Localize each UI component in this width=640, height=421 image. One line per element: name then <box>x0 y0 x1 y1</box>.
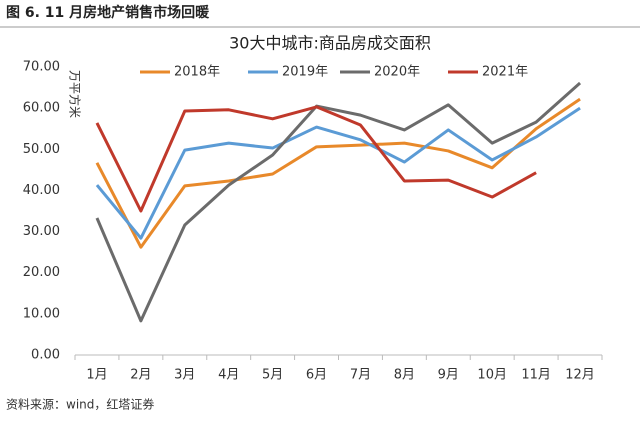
x-tick-label: 8月 <box>394 368 415 383</box>
y-axis-label: 万平方米 <box>68 70 83 118</box>
x-tick-label: 11月 <box>521 368 551 383</box>
x-tick-label: 9月 <box>438 368 459 383</box>
series-line <box>95 106 581 240</box>
legend-label: 2020年 <box>374 65 420 80</box>
x-tick-label: 1月 <box>86 368 107 383</box>
y-tick-label: 40.00 <box>23 183 60 198</box>
x-tick-label: 5月 <box>262 368 283 383</box>
y-tick-label: 20.00 <box>23 265 60 280</box>
y-tick-label: 60.00 <box>23 101 60 116</box>
y-tick-label: 70.00 <box>23 60 60 75</box>
series-line <box>95 97 581 249</box>
x-tick-label: 2月 <box>130 368 151 383</box>
legend-label: 2021年 <box>482 65 528 80</box>
source: 资料来源：wind，红塔证券 <box>6 397 154 412</box>
y-tick-label: 0.00 <box>31 348 60 363</box>
x-tick-label: 12月 <box>565 368 595 383</box>
x-tick-label: 3月 <box>174 368 195 383</box>
legend-label: 2019年 <box>282 65 328 80</box>
x-tick-label: 6月 <box>306 368 327 383</box>
x-tick-label: 7月 <box>350 368 371 383</box>
series-line <box>95 105 537 213</box>
y-tick-label: 30.00 <box>23 224 60 239</box>
header: 图 6. 11 月房地产销售市场回暖 <box>6 4 210 21</box>
chart-title: 30大中城市:商品房成交面积 <box>229 34 431 53</box>
x-tick-label: 4月 <box>218 368 239 383</box>
series-line <box>95 81 582 323</box>
y-tick-label: 50.00 <box>23 142 60 157</box>
y-tick-label: 10.00 <box>23 306 60 321</box>
legend-label: 2018年 <box>174 65 220 80</box>
x-tick-label: 10月 <box>477 368 507 383</box>
